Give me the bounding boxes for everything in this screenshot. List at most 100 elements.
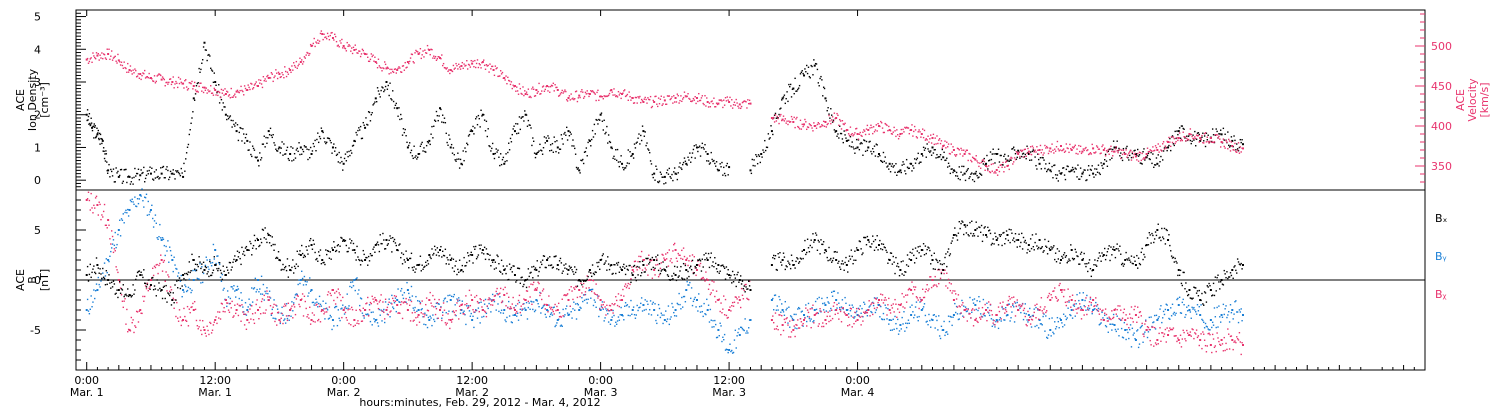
bz-point: [274, 320, 276, 323]
density-point: [220, 98, 223, 101]
density-point: [723, 166, 725, 169]
by-point: [772, 309, 775, 311]
bz-point: [566, 294, 568, 296]
velocity-point: [355, 48, 357, 51]
bz-point: [474, 296, 476, 298]
bz-point: [127, 331, 129, 333]
velocity-point: [718, 99, 720, 101]
by-point: [745, 332, 747, 334]
density-point: [831, 121, 834, 123]
by-point: [534, 309, 537, 311]
by-point: [1115, 330, 1118, 333]
bz-point: [311, 312, 314, 314]
density-point: [950, 168, 952, 170]
velocity-point: [638, 97, 640, 99]
bz-point: [1022, 309, 1025, 312]
by-point: [1209, 329, 1211, 331]
velocity-point: [1082, 148, 1084, 150]
density-point: [1182, 127, 1184, 130]
density-point: [97, 129, 100, 132]
velocity-point: [738, 103, 741, 106]
by-point: [1113, 324, 1116, 326]
by-point: [271, 308, 273, 311]
velocity-point: [203, 86, 206, 89]
velocity-point: [168, 78, 171, 81]
by-point: [230, 286, 232, 288]
density-point: [990, 158, 993, 161]
velocity-point: [772, 118, 774, 120]
by-point: [716, 336, 719, 339]
bz-point: [372, 298, 374, 300]
by-point: [905, 326, 908, 329]
density-point: [556, 140, 558, 142]
velocity-point: [1009, 158, 1011, 160]
bz-point: [999, 302, 1002, 304]
density-point: [490, 150, 492, 152]
velocity-point: [400, 71, 402, 73]
density-point: [1125, 147, 1127, 149]
by-point: [392, 307, 395, 310]
velocity-point: [551, 85, 554, 87]
bz-point: [944, 269, 946, 271]
velocity-point: [152, 80, 155, 83]
bz-point: [493, 295, 496, 297]
by-point: [711, 326, 713, 328]
by-point: [643, 309, 646, 311]
bz-point: [1017, 309, 1020, 311]
velocity-point: [669, 98, 671, 101]
velocity-point: [615, 95, 617, 98]
by-point: [780, 311, 782, 313]
density-point: [1216, 130, 1218, 133]
density-point: [487, 128, 489, 130]
velocity-point: [731, 107, 734, 109]
bz-point: [703, 278, 705, 280]
density-point: [943, 151, 945, 154]
density-point: [1215, 128, 1217, 130]
velocity-point: [988, 165, 990, 167]
density-point: [626, 162, 629, 164]
bz-point: [368, 309, 371, 311]
by-point: [422, 316, 424, 318]
velocity-point: [829, 120, 831, 122]
density-point: [904, 170, 906, 172]
velocity-point: [568, 95, 571, 97]
bz-point: [810, 326, 812, 329]
density-point: [93, 123, 95, 125]
by-point: [110, 247, 113, 249]
bz-point: [645, 269, 647, 271]
by-point: [104, 275, 107, 277]
velocity-point: [1134, 155, 1137, 158]
density-point: [97, 132, 99, 134]
by-point: [1051, 317, 1053, 319]
velocity-point: [311, 44, 314, 47]
density-point: [180, 167, 182, 170]
velocity-point: [922, 136, 925, 139]
density-point: [513, 130, 516, 133]
density-point: [1207, 134, 1209, 136]
density-point: [669, 175, 671, 178]
density-point: [1080, 175, 1083, 178]
by-point: [816, 298, 819, 300]
velocity-point: [1173, 137, 1175, 140]
by-point: [887, 307, 889, 310]
velocity-point: [815, 127, 818, 129]
bz-point: [382, 301, 384, 303]
bz-point: [1013, 301, 1016, 303]
density-point: [423, 147, 425, 149]
by-point: [1187, 304, 1190, 307]
by-point: [899, 324, 902, 326]
by-point: [400, 287, 403, 290]
by-point: [789, 315, 792, 317]
bz-point: [301, 293, 304, 295]
density-point: [237, 139, 240, 142]
velocity-point: [1240, 151, 1242, 153]
velocity-point: [897, 138, 900, 140]
velocity-point: [190, 82, 192, 85]
velocity-point: [622, 92, 624, 94]
density-point: [614, 158, 616, 160]
bz-point: [918, 307, 920, 310]
velocity-point: [127, 71, 130, 73]
velocity-point: [656, 103, 658, 105]
density-point: [717, 169, 720, 172]
by-point: [126, 212, 128, 214]
